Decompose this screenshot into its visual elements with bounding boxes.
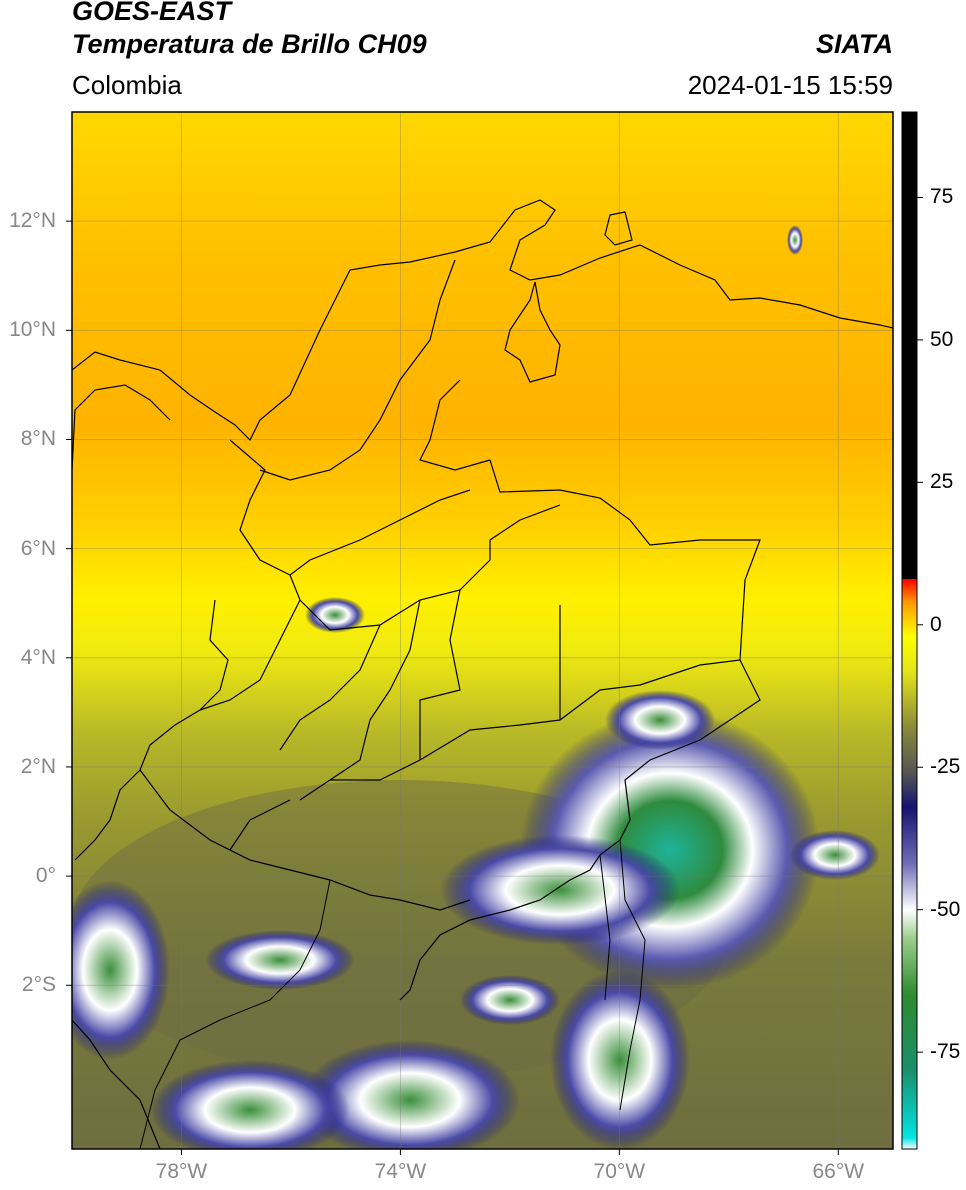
country-borders <box>139 839 646 1149</box>
brightness-temperature-field <box>72 112 893 1149</box>
lat-tick-label: 0° <box>35 864 56 888</box>
source-label: SIATA <box>816 29 893 59</box>
lon-tick-label: 70°W <box>593 1160 646 1183</box>
lat-tick-label: 8°N <box>20 427 56 451</box>
gridlines <box>72 112 893 1149</box>
lat-tick-label: 2°N <box>20 754 56 778</box>
colorbar-tick-label: 0 <box>930 612 942 636</box>
map-area <box>72 112 893 1149</box>
colorbar-tick-label: -25 <box>930 755 961 779</box>
datetime-label: 2024-01-15 15:59 <box>687 70 893 100</box>
lat-tick-label: 4°N <box>20 645 56 669</box>
lat-tick-label: 12°N <box>9 209 56 233</box>
lon-tick-label: 78°W <box>155 1160 208 1183</box>
lon-tick-label: 74°W <box>374 1160 427 1183</box>
colorbar-tick-label: 25 <box>930 470 954 494</box>
title-product: Temperatura de Brillo CH09 <box>72 29 427 59</box>
colorbar-frame <box>901 111 918 1150</box>
colorbar-tick-label: 50 <box>930 327 954 351</box>
lon-tick-label: 66°W <box>812 1160 865 1183</box>
convective-clouds <box>72 225 880 1149</box>
colorbar <box>902 112 917 1149</box>
lat-tick-label: 6°N <box>20 536 56 560</box>
colorbar-tick-label: -75 <box>930 1040 961 1064</box>
map-ticks <box>66 220 839 1155</box>
lat-tick-label: 10°N <box>9 318 56 342</box>
colorbar-tick-label: -50 <box>930 897 961 921</box>
lat-tick-label: 2°S <box>21 973 56 997</box>
title-satellite: GOES-EAST <box>72 0 232 26</box>
region-label: Colombia <box>72 70 182 100</box>
colorbar-tick-label: 75 <box>930 185 954 209</box>
coastlines-and-borders <box>72 199 893 1149</box>
colorbar-ticks <box>917 196 923 1053</box>
map-frame <box>71 111 894 1150</box>
